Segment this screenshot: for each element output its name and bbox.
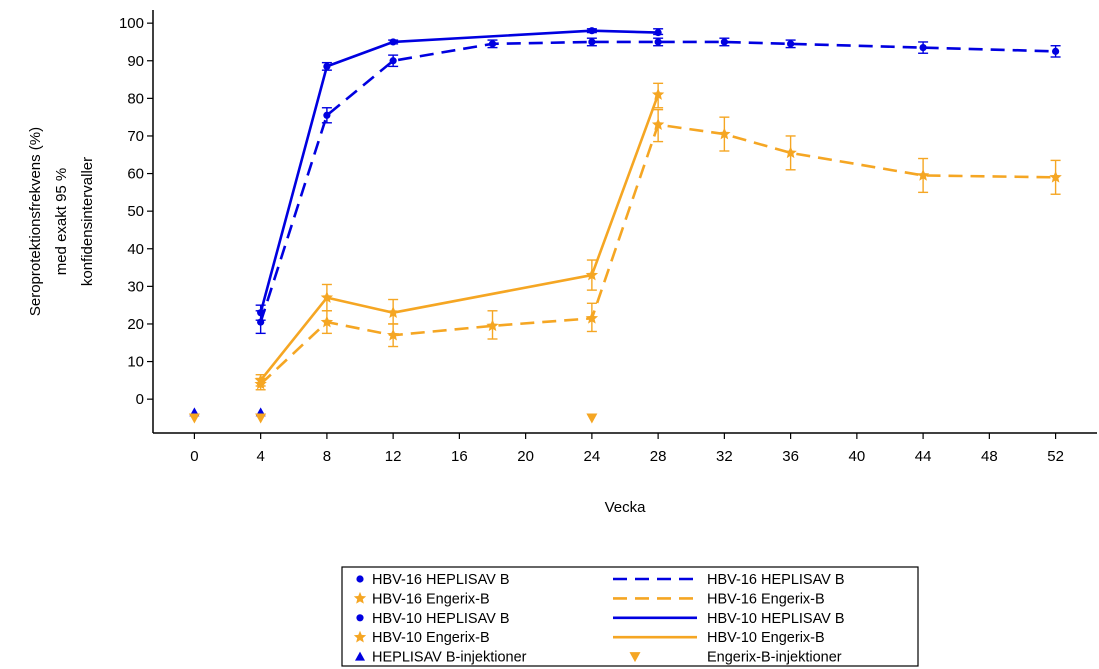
legend-line-label-3: HBV-10 HEPLISAV B [707,611,845,627]
data-point-hbv-10-heplisav-b-4 [654,28,662,37]
x-axis-label: Vecka [605,499,647,516]
data-point-hbv-16-heplisav-b-4 [588,38,596,46]
x-tick-label: 40 [849,448,866,465]
injection-marker-engerix-b-week-4 [255,413,267,424]
series-line-hbv-16-engerix-b [259,123,1056,386]
y-tick-label: 90 [127,53,144,70]
data-point-hbv-10-heplisav-b-0 [257,309,265,317]
series-line-hbv-16-heplisav-b [259,40,1056,323]
x-tick-label: 52 [1047,448,1064,465]
data-point-hbv-16-heplisav-b-6 [720,38,728,46]
legend-marker-3-icon [356,614,364,622]
legend-line-marker-5-icon [629,652,641,663]
y-tick-label: 40 [127,241,144,258]
data-point-hbv-16-heplisav-b-5 [654,38,662,46]
x-tick-label: 28 [650,448,667,465]
legend-line-label-5: Engerix-B-injektioner [707,650,842,666]
data-point-hbv-10-engerix-b-0 [254,373,267,386]
legend-marker-5-icon [355,651,365,661]
data-point-hbv-10-engerix-b-3 [585,268,599,281]
legend-line-label-4: HBV-10 Engerix-B [707,630,825,646]
legend-marker-label-1: HBV-16 HEPLISAV B [372,572,510,588]
legend-line-label-1: HBV-16 HEPLISAV B [707,572,845,588]
injection-marker-engerix-b-week-0 [188,413,200,424]
y-axis-label-line-1: Seroprotektionsfrekvens (%) [27,127,44,316]
legend-marker-label-5: HEPLISAV B-injektioner [372,650,527,666]
x-tick-label: 24 [584,448,601,465]
series-line-hbv-10-engerix-b [259,94,660,382]
data-point-hbv-10-heplisav-b-2 [389,38,397,46]
y-tick-label: 50 [127,203,144,220]
data-point-hbv-16-heplisav-b-3 [488,40,497,48]
data-point-hbv-10-engerix-b-2 [386,306,400,318]
y-axis-label-line-2: med exakt 95 % [53,168,70,276]
data-point-hbv-16-heplisav-b-8 [919,44,927,52]
y-tick-label: 20 [127,316,144,333]
series-line-hbv-10-heplisav-b [259,29,659,314]
legend-marker-label-4: HBV-10 Engerix-B [372,630,490,646]
x-tick-label: 12 [385,448,402,465]
x-tick-label: 20 [517,448,534,465]
data-point-hbv-16-heplisav-b-1 [323,111,331,119]
data-point-hbv-10-engerix-b-1 [320,291,334,303]
x-tick-label: 16 [451,448,468,465]
y-tick-label: 10 [127,354,144,371]
y-axis-label-line-3: konfidensintervaller [79,157,96,286]
plot-area [188,27,1062,424]
data-point-hbv-16-engerix-b-3 [486,319,499,332]
y-tick-label: 60 [127,166,144,183]
y-tick-label: 70 [127,128,144,145]
legend-marker-label-3: HBV-10 HEPLISAV B [372,611,510,627]
data-point-hbv-16-engerix-b-9 [1049,170,1062,183]
legend: HBV-16 HEPLISAV B HBV-16 HEPLISAV B HBV-16… [341,566,919,667]
x-tick-label: 8 [323,448,331,465]
legend-marker-1-icon [356,575,364,583]
y-tick-label: 80 [127,90,144,107]
legend-line-label-2: HBV-16 Engerix-B [707,591,825,607]
x-tick-label: 48 [981,448,998,465]
data-point-hbv-10-heplisav-b-1 [323,62,331,70]
x-tick-label: 0 [190,448,198,465]
x-tick-label: 44 [915,448,932,465]
data-point-hbv-16-engerix-b-5 [651,118,665,130]
x-tick-label: 4 [256,448,264,465]
data-point-hbv-16-engerix-b-2 [386,328,400,341]
data-point-hbv-10-heplisav-b-3 [588,27,596,35]
y-tick-label: 0 [136,391,144,408]
x-tick-label: 36 [782,448,799,465]
data-point-hbv-16-heplisav-b-9 [1051,47,1060,55]
data-point-hbv-16-engerix-b-4 [585,311,599,324]
data-point-hbv-16-engerix-b-7 [784,146,797,159]
y-tick-label: 100 [119,15,144,32]
legend-marker-4-icon [353,630,367,643]
data-point-hbv-16-heplisav-b-7 [787,40,795,48]
data-point-hbv-10-engerix-b-4 [651,88,665,100]
data-point-hbv-16-heplisav-b-2 [389,57,397,65]
injection-marker-engerix-b-week-24 [586,413,598,424]
x-tick-label: 32 [716,448,733,465]
data-point-hbv-16-engerix-b-8 [916,168,930,181]
data-point-hbv-16-engerix-b-1 [320,315,334,328]
y-tick-label: 30 [127,278,144,295]
legend-marker-2-icon [353,591,367,604]
data-point-hbv-16-engerix-b-6 [718,127,731,140]
legend-marker-label-2: HBV-16 Engerix-B [372,591,490,607]
